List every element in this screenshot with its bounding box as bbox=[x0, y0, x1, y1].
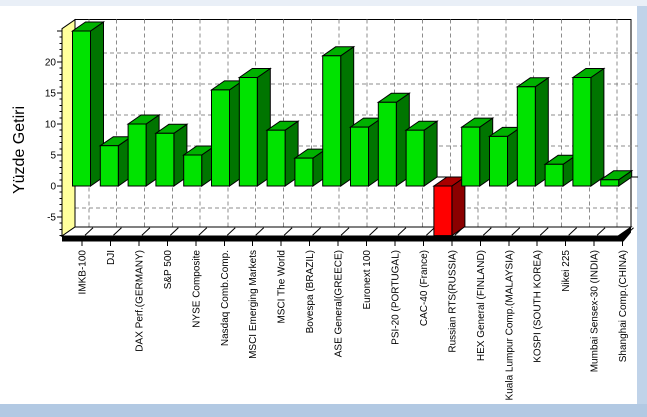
category-label: MSCI Emerging Markets bbox=[248, 250, 259, 359]
category-label: IMKB-100 bbox=[78, 250, 89, 295]
floor-tick bbox=[84, 227, 94, 236]
bar-nasdaq-comb-comp bbox=[209, 79, 245, 187]
category-label: CAC-40 (France) bbox=[419, 250, 430, 326]
floor-tick bbox=[397, 227, 407, 236]
floor-tick bbox=[369, 227, 378, 236]
category-label: Bovespa (BRAZIL) bbox=[305, 250, 316, 333]
floor-tick bbox=[539, 227, 549, 236]
window-right-edge bbox=[637, 6, 647, 404]
floor-tick bbox=[141, 227, 151, 236]
category-label: PSI-20 (PORTUGAL) bbox=[390, 250, 401, 345]
floor-tick bbox=[596, 227, 606, 236]
y-tick-label: 0 bbox=[50, 182, 56, 193]
bar-kospi-south-korea bbox=[515, 76, 550, 187]
category-label: Kuala Lumpur Comp.(MALAYSIA) bbox=[504, 250, 515, 400]
bar-s-p-500 bbox=[154, 123, 189, 187]
category-label: Shanghai Comp.(CHINA) bbox=[618, 250, 629, 362]
chart-floor bbox=[60, 226, 633, 237]
floor-tick bbox=[312, 227, 321, 236]
bar-msci-emerging-markets bbox=[237, 67, 272, 187]
category-label: MSCI The World bbox=[277, 250, 288, 324]
category-label: S&P 500 bbox=[163, 250, 174, 290]
floor-tick bbox=[340, 227, 350, 236]
bar-imkb-100 bbox=[70, 21, 106, 187]
floor-tick bbox=[482, 227, 492, 236]
category-label: HEX General (FINLAND) bbox=[476, 250, 487, 361]
bar-psi-20-portugal bbox=[376, 92, 411, 187]
bar-kuala-lumpur-comp-malaysia bbox=[487, 126, 523, 187]
y-axis-label: Yüzde Getiri bbox=[11, 106, 28, 194]
category-label: Nikei 225 bbox=[561, 250, 572, 292]
floor-tick bbox=[255, 227, 265, 236]
category-label: NYSE Composite bbox=[191, 250, 202, 328]
category-label: ASE General(GREECE) bbox=[334, 250, 345, 357]
bar-msci-the-world bbox=[265, 120, 300, 187]
y-tick-label: 15 bbox=[45, 89, 57, 100]
y-tick-label: 20 bbox=[45, 58, 57, 69]
bar-cac-40-france bbox=[404, 120, 439, 187]
bar-euronext-100 bbox=[348, 117, 384, 187]
bar-bovespa-brazil bbox=[293, 148, 328, 187]
bar-ase-general-greece bbox=[321, 45, 356, 187]
bar-hex-general-finland bbox=[460, 117, 495, 187]
floor-tick bbox=[170, 227, 179, 236]
floor-tick bbox=[511, 227, 521, 236]
floor-tick bbox=[226, 227, 236, 236]
y-tick-label: 5 bbox=[50, 151, 56, 162]
category-label: Mumbai Sensex-30 (INDIA) bbox=[590, 250, 601, 372]
bar-shanghai-comp-china bbox=[599, 169, 634, 187]
bar-mumbai-sensex-30-india bbox=[571, 67, 606, 187]
y-tick-label: 10 bbox=[45, 120, 57, 131]
category-label: DAX Perf.(GERMANY) bbox=[134, 250, 145, 352]
floor-tick bbox=[113, 227, 122, 236]
category-label: Euronext 100 bbox=[362, 250, 373, 310]
x-axis-bevel bbox=[618, 227, 631, 242]
floor-tick bbox=[426, 227, 435, 236]
window-bottom-edge bbox=[0, 404, 647, 417]
bar-dax-perf-germany bbox=[126, 114, 161, 187]
category-label: KOSPI (SOUTH KOREA) bbox=[533, 250, 544, 363]
bar-russian-rts-russia bbox=[432, 176, 467, 237]
category-label: DJI bbox=[106, 250, 117, 265]
window-top-edge bbox=[0, 0, 647, 6]
bar-dji bbox=[98, 135, 133, 187]
floor-tick bbox=[283, 227, 293, 236]
y-tick-label: -5 bbox=[47, 213, 56, 224]
floor-tick bbox=[568, 227, 577, 236]
category-label: Russian RTS(RUSSIA) bbox=[447, 250, 458, 353]
bar-nyse-composite bbox=[182, 145, 217, 187]
floor-tick bbox=[198, 227, 208, 236]
x-axis-baseline bbox=[62, 236, 618, 242]
category-label: Nasdaq Comb.Comp. bbox=[220, 250, 231, 346]
